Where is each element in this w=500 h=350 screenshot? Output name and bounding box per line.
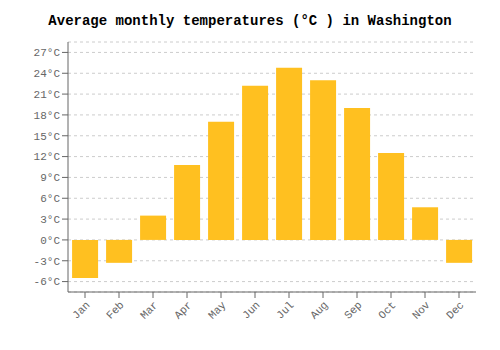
svg-text:Dec: Dec <box>444 299 466 321</box>
svg-text:-6°C: -6°C <box>34 276 61 288</box>
svg-text:Aug: Aug <box>308 299 330 321</box>
html-text:Average monthly temperatures (: Average monthly temperatures (°C ) in Wa… <box>48 13 452 29</box>
svg-text:Jan: Jan <box>70 299 92 321</box>
svg-text:27°C: 27°C <box>34 47 61 59</box>
svg-text:15°C: 15°C <box>34 131 61 143</box>
svg-text:24°C: 24°C <box>34 68 61 80</box>
svg-text:Feb: Feb <box>104 299 126 321</box>
svg-text:Oct: Oct <box>376 299 398 321</box>
svg-text:Sep: Sep <box>342 299 364 321</box>
svg-text:Apr: Apr <box>172 299 194 321</box>
svg-text:6°C: 6°C <box>40 193 60 205</box>
svg-text:Jul: Jul <box>274 299 296 321</box>
svg-text:Jun: Jun <box>240 299 262 321</box>
svg-text:9°C: 9°C <box>40 172 60 184</box>
svg-text:21°C: 21°C <box>34 89 61 101</box>
svg-text:3°C: 3°C <box>40 214 60 226</box>
svg-text:18°C: 18°C <box>34 110 61 122</box>
svg-text:-3°C: -3°C <box>34 256 61 268</box>
svg-text:Nov: Nov <box>410 299 433 322</box>
svg-text:12°C: 12°C <box>34 151 61 163</box>
svg-text:May: May <box>206 299 229 322</box>
svg-text:Mar: Mar <box>138 299 160 321</box>
svg-text:0°C: 0°C <box>40 235 60 247</box>
